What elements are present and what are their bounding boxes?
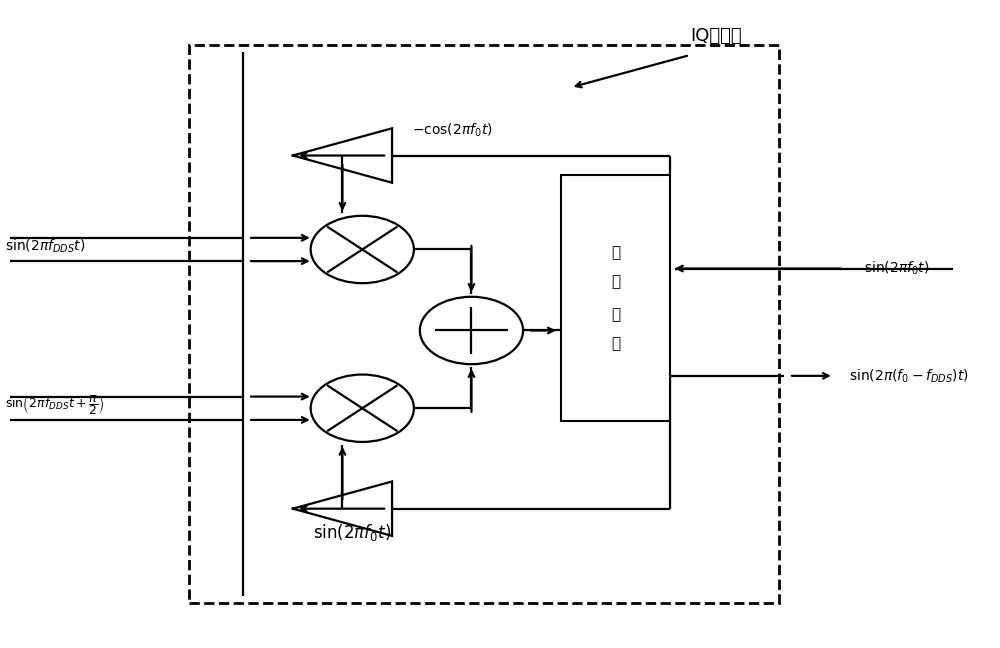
Text: $\sin(2\pi f_0 t)$: $\sin(2\pi f_0 t)$ — [864, 260, 929, 277]
Text: $\sin(2\pi(f_0-f_{DDS})t)$: $\sin(2\pi(f_0-f_{DDS})t)$ — [849, 367, 968, 384]
Text: 位: 位 — [611, 274, 620, 290]
Text: 分: 分 — [611, 307, 620, 322]
Text: $\sin\!\left(2\pi f_{DDS}t+\dfrac{\pi}{2}\right)$: $\sin\!\left(2\pi f_{DDS}t+\dfrac{\pi}{2… — [5, 393, 105, 417]
Text: $-\cos(2\pi f_0 t)$: $-\cos(2\pi f_0 t)$ — [412, 122, 493, 139]
Text: 相: 相 — [611, 245, 620, 260]
Bar — [561, 175, 670, 421]
Bar — [189, 45, 779, 603]
Text: IQ调制器: IQ调制器 — [690, 27, 741, 45]
Text: 裂: 裂 — [611, 336, 620, 351]
Text: $\sin(2\pi f_0 t)$: $\sin(2\pi f_0 t)$ — [313, 522, 391, 542]
Text: $\sin(2\pi f_{DDS}t)$: $\sin(2\pi f_{DDS}t)$ — [5, 238, 85, 255]
